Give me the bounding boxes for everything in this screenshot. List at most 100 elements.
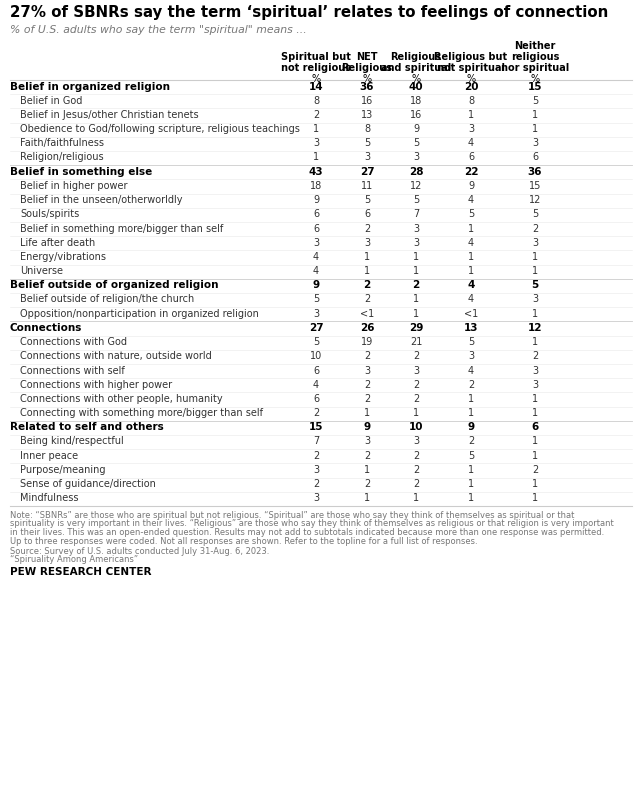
- Text: Sense of guidance/direction: Sense of guidance/direction: [20, 479, 156, 489]
- Text: 16: 16: [361, 95, 373, 106]
- Text: 2: 2: [532, 465, 538, 475]
- Text: 1: 1: [468, 494, 474, 503]
- Text: 1: 1: [313, 124, 319, 134]
- Text: 1: 1: [532, 479, 538, 489]
- Text: 2: 2: [313, 451, 319, 461]
- Text: 5: 5: [468, 209, 474, 219]
- Text: 18: 18: [310, 181, 322, 191]
- Text: 1: 1: [364, 266, 370, 276]
- Text: %: %: [312, 74, 321, 84]
- Text: %: %: [362, 74, 372, 84]
- Text: Connections with nature, outside world: Connections with nature, outside world: [20, 351, 212, 361]
- Text: 2: 2: [364, 451, 370, 461]
- Text: 27: 27: [308, 323, 323, 333]
- Text: 1: 1: [364, 494, 370, 503]
- Text: 3: 3: [364, 153, 370, 162]
- Text: PEW RESEARCH CENTER: PEW RESEARCH CENTER: [10, 567, 152, 577]
- Text: 2: 2: [532, 351, 538, 361]
- Text: %: %: [531, 74, 540, 84]
- Text: 6: 6: [313, 224, 319, 234]
- Text: 40: 40: [409, 82, 423, 91]
- Text: 1: 1: [413, 494, 419, 503]
- Text: 1: 1: [532, 309, 538, 318]
- Text: 1: 1: [468, 252, 474, 262]
- Text: %: %: [412, 74, 420, 84]
- Text: 12: 12: [410, 181, 422, 191]
- Text: 2: 2: [364, 351, 370, 361]
- Text: 2: 2: [364, 393, 370, 404]
- Text: Belief in the unseen/otherworldly: Belief in the unseen/otherworldly: [20, 195, 182, 205]
- Text: 5: 5: [531, 280, 539, 290]
- Text: 9: 9: [364, 423, 371, 432]
- Text: 3: 3: [364, 365, 370, 376]
- Text: <1: <1: [464, 309, 478, 318]
- Text: Inner peace: Inner peace: [20, 451, 78, 461]
- Text: Belief outside of organized religion: Belief outside of organized religion: [10, 280, 218, 290]
- Text: 1: 1: [468, 266, 474, 276]
- Text: 4: 4: [468, 195, 474, 205]
- Text: 2: 2: [468, 436, 474, 447]
- Text: 14: 14: [308, 82, 323, 91]
- Text: <1: <1: [360, 309, 374, 318]
- Text: 20: 20: [464, 82, 478, 91]
- Text: 10: 10: [310, 351, 322, 361]
- Text: 1: 1: [413, 309, 419, 318]
- Text: 8: 8: [313, 95, 319, 106]
- Text: 2: 2: [413, 451, 419, 461]
- Text: 1: 1: [468, 110, 474, 120]
- Text: Universe: Universe: [20, 266, 63, 276]
- Text: 9: 9: [467, 423, 475, 432]
- Text: Spiritual but: Spiritual but: [281, 52, 351, 62]
- Text: Energy/vibrations: Energy/vibrations: [20, 252, 106, 262]
- Text: Religious but: Religious but: [435, 52, 508, 62]
- Text: Religious: Religious: [342, 63, 392, 73]
- Text: NET: NET: [356, 52, 378, 62]
- Text: 10: 10: [409, 423, 423, 432]
- Text: Opposition/nonparticipation in organized religion: Opposition/nonparticipation in organized…: [20, 309, 259, 318]
- Text: 1: 1: [413, 266, 419, 276]
- Text: Being kind/respectful: Being kind/respectful: [20, 436, 124, 447]
- Text: Purpose/meaning: Purpose/meaning: [20, 465, 106, 475]
- Text: 11: 11: [361, 181, 373, 191]
- Text: 1: 1: [532, 451, 538, 461]
- Text: 3: 3: [532, 138, 538, 149]
- Text: 1: 1: [413, 294, 419, 305]
- Text: 2: 2: [413, 351, 419, 361]
- Text: 1: 1: [468, 479, 474, 489]
- Text: 3: 3: [413, 153, 419, 162]
- Text: Mindfulness: Mindfulness: [20, 494, 79, 503]
- Text: not spiritual: not spiritual: [437, 63, 505, 73]
- Text: 9: 9: [312, 280, 319, 290]
- Text: Connections: Connections: [10, 323, 83, 333]
- Text: 5: 5: [532, 95, 538, 106]
- Text: 1: 1: [413, 252, 419, 262]
- Text: 2: 2: [468, 380, 474, 389]
- Text: 2: 2: [364, 294, 370, 305]
- Text: 12: 12: [528, 323, 542, 333]
- Text: 6: 6: [468, 153, 474, 162]
- Text: 6: 6: [531, 423, 539, 432]
- Text: 1: 1: [313, 153, 319, 162]
- Text: 1: 1: [532, 408, 538, 418]
- Text: Belief in higher power: Belief in higher power: [20, 181, 127, 191]
- Text: 7: 7: [313, 436, 319, 447]
- Text: 1: 1: [532, 393, 538, 404]
- Text: 1: 1: [413, 408, 419, 418]
- Text: 36: 36: [528, 166, 542, 177]
- Text: 15: 15: [528, 82, 542, 91]
- Text: 5: 5: [364, 138, 370, 149]
- Text: 15: 15: [529, 181, 541, 191]
- Text: Belief in God: Belief in God: [20, 95, 83, 106]
- Text: and spiritual: and spiritual: [381, 63, 451, 73]
- Text: 2: 2: [532, 224, 538, 234]
- Text: 2: 2: [364, 224, 370, 234]
- Text: 16: 16: [410, 110, 422, 120]
- Text: Connections with other people, humanity: Connections with other people, humanity: [20, 393, 223, 404]
- Text: 8: 8: [364, 124, 370, 134]
- Text: 1: 1: [532, 494, 538, 503]
- Text: 3: 3: [413, 436, 419, 447]
- Text: 2: 2: [313, 479, 319, 489]
- Text: 15: 15: [308, 423, 323, 432]
- Text: 26: 26: [360, 323, 374, 333]
- Text: 2: 2: [313, 408, 319, 418]
